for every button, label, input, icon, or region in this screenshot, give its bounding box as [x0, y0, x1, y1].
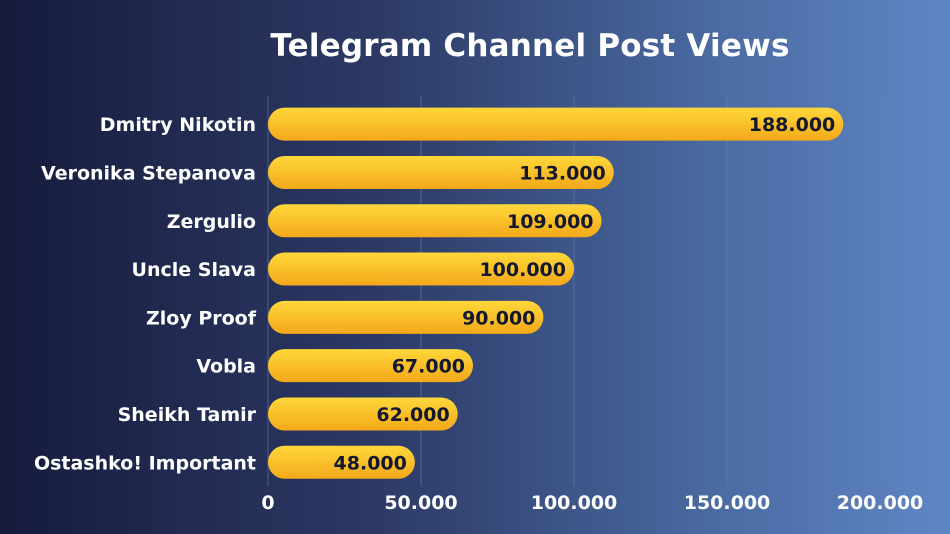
x-tick-label: 100.000	[531, 492, 618, 514]
bar	[268, 155, 614, 189]
bar-value-label: 67.000	[392, 356, 465, 378]
x-tick-label: 200.000	[837, 492, 924, 514]
bar	[268, 107, 844, 141]
bar	[268, 397, 458, 431]
bar-value-label: 100.000	[479, 259, 566, 281]
bar	[268, 252, 574, 286]
x-tick-label: 50.000	[384, 492, 457, 514]
category-label: Sheikh Tamir	[118, 404, 257, 426]
bar-value-label: 90.000	[462, 307, 535, 329]
bar	[268, 349, 474, 383]
category-label: Uncle Slava	[132, 259, 256, 281]
bar-value-label: 109.000	[507, 211, 594, 233]
category-label: Dmitry Nikotin	[100, 114, 256, 136]
bar	[268, 445, 415, 479]
x-tick-label: 150.000	[684, 492, 771, 514]
bar-value-label: 62.000	[376, 404, 449, 426]
bar-value-label: 188.000	[749, 114, 836, 136]
x-tick-label: 0	[261, 492, 274, 514]
category-label: Veronika Stepanova	[41, 162, 256, 184]
bar-value-label: 48.000	[334, 452, 407, 474]
category-label: Ostashko! Important	[34, 452, 256, 474]
bar	[268, 204, 602, 238]
category-label: Zloy Proof	[146, 307, 257, 329]
bar-value-label: 113.000	[519, 162, 606, 184]
category-label: Vobla	[196, 356, 256, 378]
category-label: Zergulio	[167, 211, 256, 233]
chart-title: Telegram Channel Post Views	[270, 28, 790, 64]
bar	[268, 300, 544, 334]
